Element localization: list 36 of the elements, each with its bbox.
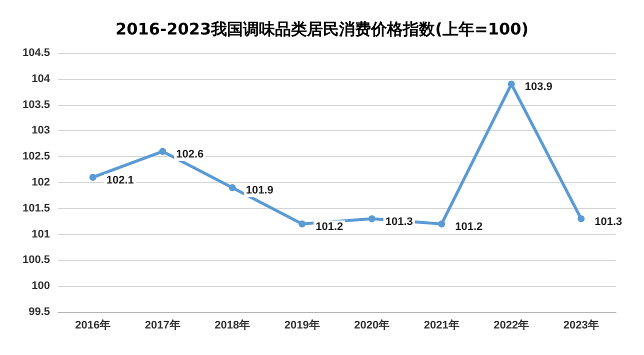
y-tick-label: 103.5 xyxy=(22,98,50,111)
point xyxy=(368,215,376,222)
y-tick-label: 103 xyxy=(32,124,50,137)
y-tick-label: 102.5 xyxy=(22,150,50,163)
y-tick-label: 102 xyxy=(32,176,50,188)
data-label: 101.2 xyxy=(455,220,483,233)
point xyxy=(578,215,585,222)
x-tick-label: 2018年 xyxy=(214,318,250,332)
x-tick-label: 2022年 xyxy=(494,318,530,332)
point xyxy=(228,184,236,192)
data-label: 101.9 xyxy=(246,184,274,197)
point xyxy=(159,148,166,155)
point xyxy=(438,220,446,228)
x-tick-label: 2016年 xyxy=(75,318,111,332)
y-tick-label: 104.5 xyxy=(22,47,50,59)
data-label: 101.2 xyxy=(316,220,344,233)
data-label: 101.3 xyxy=(385,216,413,228)
x-tick-label: 2021年 xyxy=(424,318,460,332)
y-tick-label: 100.5 xyxy=(22,254,50,266)
chart-title: 2016-2023我国调味品类居民消费价格指数(上年=100) xyxy=(115,20,529,38)
y-tick-label: 101.5 xyxy=(22,202,50,214)
x-tick-label: 2023年 xyxy=(563,318,599,332)
y-tick-label: 104 xyxy=(32,72,51,85)
data-label: 102.1 xyxy=(106,174,134,186)
y-tick-label: 100 xyxy=(32,280,50,292)
y-tick-label: 99.5 xyxy=(28,306,50,318)
data-label: 102.6 xyxy=(176,148,204,160)
x-tick-label: 2020年 xyxy=(354,318,390,332)
x-tick-label: 2019年 xyxy=(284,318,320,332)
y-tick-label: 101 xyxy=(32,228,50,240)
data-label: 103.9 xyxy=(524,81,552,94)
point xyxy=(89,174,96,181)
point xyxy=(508,80,515,88)
point xyxy=(298,220,306,228)
x-tick-label: 2017年 xyxy=(144,318,180,332)
data-label: 101.3 xyxy=(594,216,622,228)
